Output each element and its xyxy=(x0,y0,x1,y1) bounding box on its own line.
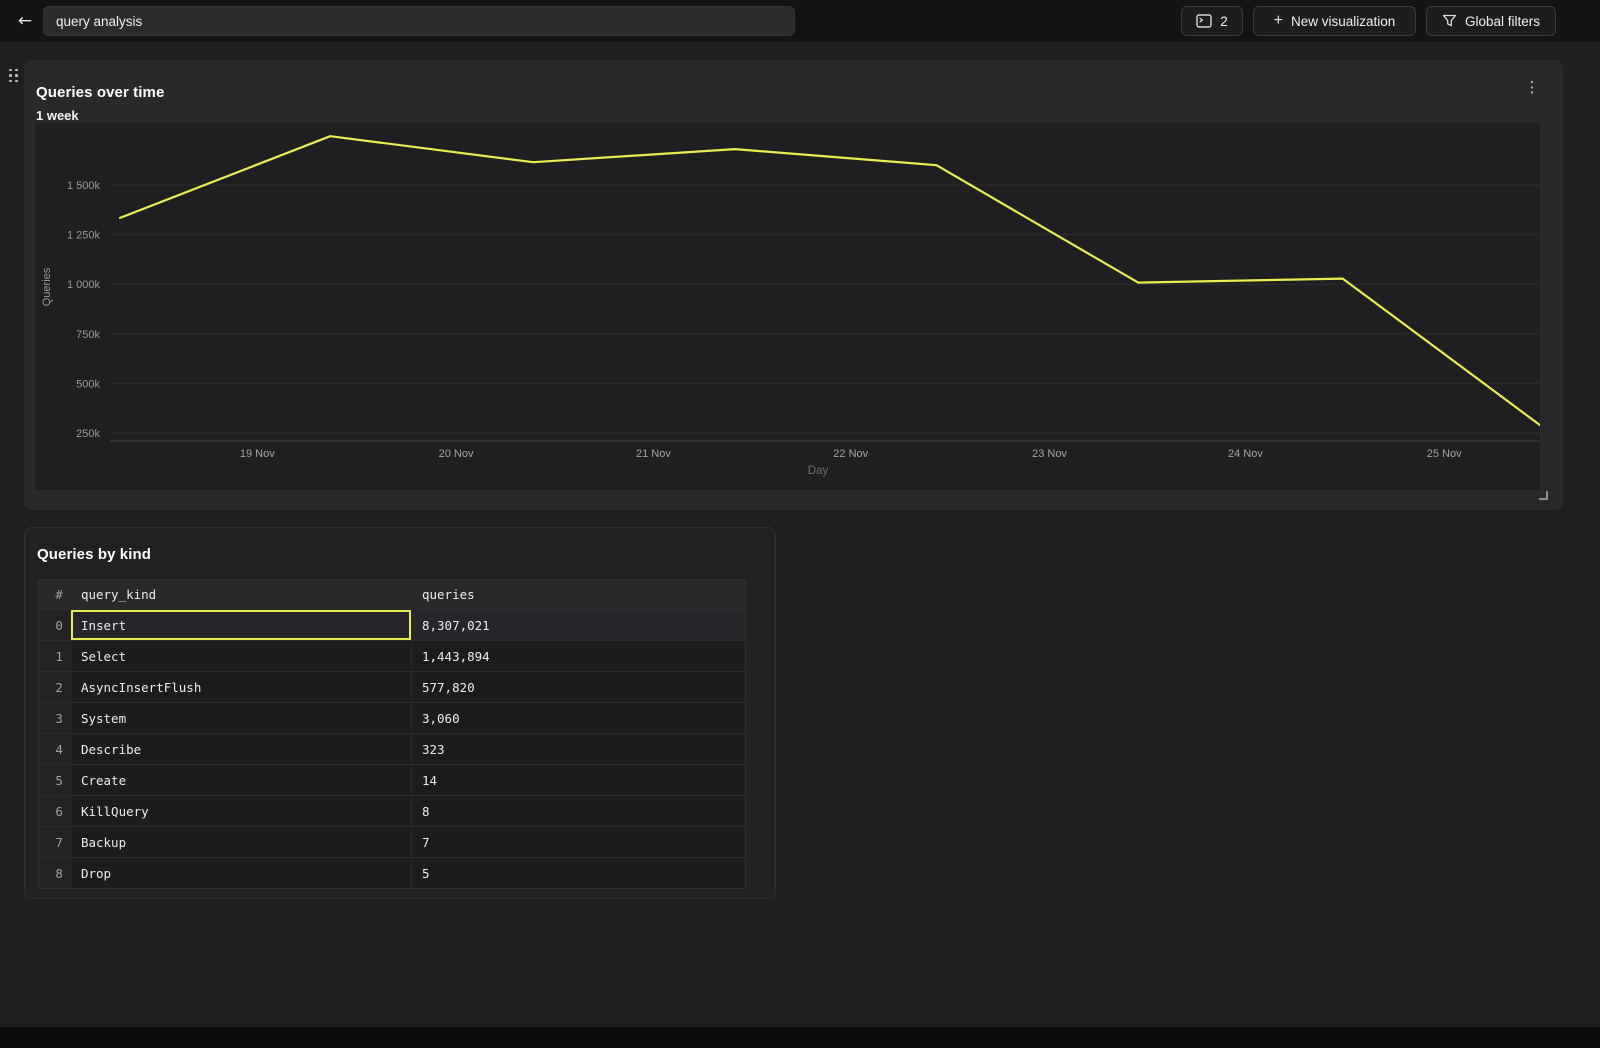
row-index-cell[interactable]: 5 xyxy=(39,765,70,795)
svg-text:500k: 500k xyxy=(76,378,100,390)
console-count-label: 2 xyxy=(1220,13,1228,29)
back-button[interactable]: ← xyxy=(12,8,38,34)
query-kind-cell[interactable]: Create xyxy=(69,765,411,795)
table-row: 7 Backup 7 xyxy=(39,826,745,857)
top-bar: ← 2 + New visualization Global filters xyxy=(0,0,1600,42)
queries-cell[interactable]: 5 xyxy=(410,858,745,888)
queries-cell[interactable]: 577,820 xyxy=(410,672,745,702)
global-filters-button[interactable]: Global filters xyxy=(1426,6,1556,36)
svg-text:750k: 750k xyxy=(76,329,100,341)
table-row: 5 Create 14 xyxy=(39,764,745,795)
row-index-cell[interactable]: 6 xyxy=(39,796,70,826)
svg-text:1 250k: 1 250k xyxy=(67,230,101,242)
svg-text:21 Nov: 21 Nov xyxy=(636,448,671,460)
console-icon xyxy=(1196,14,1212,28)
svg-text:20 Nov: 20 Nov xyxy=(439,448,474,460)
queries-line-chart-svg: 1 500k 1 250k 1 000k 750k 500k 250k 19 Nov 20 N… xyxy=(41,135,1542,477)
card-menu-icon[interactable]: ⋮ xyxy=(1524,78,1540,96)
svg-text:Day: Day xyxy=(808,465,829,477)
queries-by-kind-table: # query_kind queries 0 Insert 8,307,021 1 Sele… xyxy=(38,579,746,889)
table-row: 8 Drop 5 xyxy=(39,857,745,888)
global-filters-label: Global filters xyxy=(1464,13,1541,29)
query-kind-cell[interactable]: KillQuery xyxy=(69,796,411,826)
query-kind-cell[interactable]: System xyxy=(69,703,411,733)
row-index-cell[interactable]: 2 xyxy=(39,672,70,702)
queries-by-kind-card: Queries by kind # query_kind queries 0 Inse… xyxy=(24,527,776,899)
column-header-index[interactable]: # xyxy=(55,587,63,602)
column-header-queries[interactable]: queries xyxy=(410,580,745,609)
svg-text:25 Nov: 25 Nov xyxy=(1427,448,1462,460)
line-chart[interactable]: 1 500k 1 250k 1 000k 750k 500k 250k 19 Nov 20 N… xyxy=(35,123,1542,490)
row-index-cell[interactable]: 0 xyxy=(39,610,70,640)
queries-cell[interactable]: 7 xyxy=(410,827,745,857)
queries-cell[interactable]: 8 xyxy=(410,796,745,826)
row-index-cell[interactable]: 1 xyxy=(39,641,70,671)
plus-icon: + xyxy=(1273,12,1284,29)
table-title: Queries by kind xyxy=(37,546,152,563)
svg-text:250k: 250k xyxy=(76,428,100,440)
chart-subtitle: 1 week xyxy=(36,108,79,123)
svg-text:1 500k: 1 500k xyxy=(67,180,101,192)
queries-cell[interactable]: 8,307,021 xyxy=(410,610,745,640)
table-row: 4 Describe 323 xyxy=(39,733,745,764)
row-index-cell[interactable]: 3 xyxy=(39,703,70,733)
table-row: 1 Select 1,443,894 xyxy=(39,640,745,671)
sql-console-count-button[interactable]: 2 xyxy=(1181,6,1243,36)
card-resize-grip[interactable] xyxy=(1539,491,1548,500)
table-row: 2 AsyncInsertFlush 577,820 xyxy=(39,671,745,702)
query-kind-cell[interactable]: Describe xyxy=(69,734,411,764)
queries-cell[interactable]: 14 xyxy=(410,765,745,795)
column-header-query_kind[interactable]: query_kind xyxy=(69,580,411,609)
table-row: 3 System 3,060 xyxy=(39,702,745,733)
query-kind-cell[interactable]: Backup xyxy=(69,827,411,857)
dashboard-title-input[interactable] xyxy=(43,6,795,36)
svg-text:1 000k: 1 000k xyxy=(67,279,101,291)
svg-text:22 Nov: 22 Nov xyxy=(833,448,868,460)
chart-title: Queries over time xyxy=(36,84,165,101)
new-visualization-button[interactable]: + New visualization xyxy=(1253,6,1416,36)
queries-cell[interactable]: 3,060 xyxy=(410,703,745,733)
card-drag-handle[interactable] xyxy=(7,67,20,84)
row-index-cell[interactable]: 4 xyxy=(39,734,70,764)
row-index-cell[interactable]: 8 xyxy=(39,858,70,888)
query-kind-cell[interactable]: AsyncInsertFlush xyxy=(69,672,411,702)
filter-funnel-icon xyxy=(1442,14,1457,27)
svg-text:19 Nov: 19 Nov xyxy=(240,448,275,460)
row-index-cell[interactable]: 7 xyxy=(39,827,70,857)
queries-cell[interactable]: 1,443,894 xyxy=(410,641,745,671)
query-kind-cell[interactable]: Select xyxy=(69,641,411,671)
table-header-row: # query_kind queries xyxy=(39,580,745,609)
queries-cell[interactable]: 323 xyxy=(410,734,745,764)
new-visualization-label: New visualization xyxy=(1291,13,1396,29)
query-kind-cell[interactable]: Insert xyxy=(69,610,411,640)
queries-over-time-card: Queries over time 1 week ⋮ 1 500k 1 250k 1… xyxy=(24,60,1563,510)
svg-text:24 Nov: 24 Nov xyxy=(1228,448,1263,460)
table-row: 0 Insert 8,307,021 xyxy=(39,609,745,640)
table-row: 6 KillQuery 8 xyxy=(39,795,745,826)
svg-text:Queries: Queries xyxy=(41,267,53,306)
window-bottom-edge xyxy=(0,1027,1600,1048)
svg-text:23 Nov: 23 Nov xyxy=(1032,448,1067,460)
query-kind-cell[interactable]: Drop xyxy=(69,858,411,888)
